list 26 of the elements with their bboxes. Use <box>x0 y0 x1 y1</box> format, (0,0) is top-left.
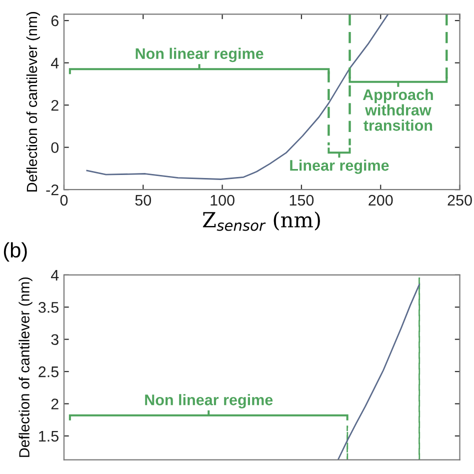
annotation: Linear regime <box>290 160 389 174</box>
y-axis-title: Deflection of cantilever (nm) <box>26 12 40 192</box>
annotation: Non linear regime <box>136 48 264 62</box>
y-tick-label: -2 <box>46 184 58 196</box>
chart-title: (b) <box>4 242 27 262</box>
y-tick-label: 3.5 <box>38 302 58 313</box>
y-tick-label: 3 <box>51 334 58 346</box>
y-tick-label: 0 <box>51 142 59 154</box>
x-tick-label: 0 <box>60 194 68 206</box>
x-tick-label: 200 <box>368 194 393 206</box>
y-tick-label: 4 <box>50 58 59 68</box>
annotation: Non linear regime <box>145 394 273 408</box>
y-tick-label: 4 <box>50 270 59 280</box>
annotation: Approach withdraw transition <box>362 88 433 131</box>
y-tick-label: 1.5 <box>39 430 58 442</box>
x-axis-title: Z$_{sensor}$ (nm) <box>202 211 320 231</box>
x-tick-label: 50 <box>135 194 152 206</box>
y-tick-label: 6 <box>51 15 58 26</box>
x-tick-label: 250 <box>448 194 472 206</box>
line-series <box>338 284 420 460</box>
x-tick-label: 100 <box>210 194 234 206</box>
y-tick-label: 2 <box>51 398 58 410</box>
x-tick-label: 150 <box>290 194 314 206</box>
y-tick-label: 2.5 <box>38 366 58 378</box>
y-axis-title: Deflection of cantilever (nm) <box>18 277 32 457</box>
y-tick-label: 2 <box>51 100 58 111</box>
